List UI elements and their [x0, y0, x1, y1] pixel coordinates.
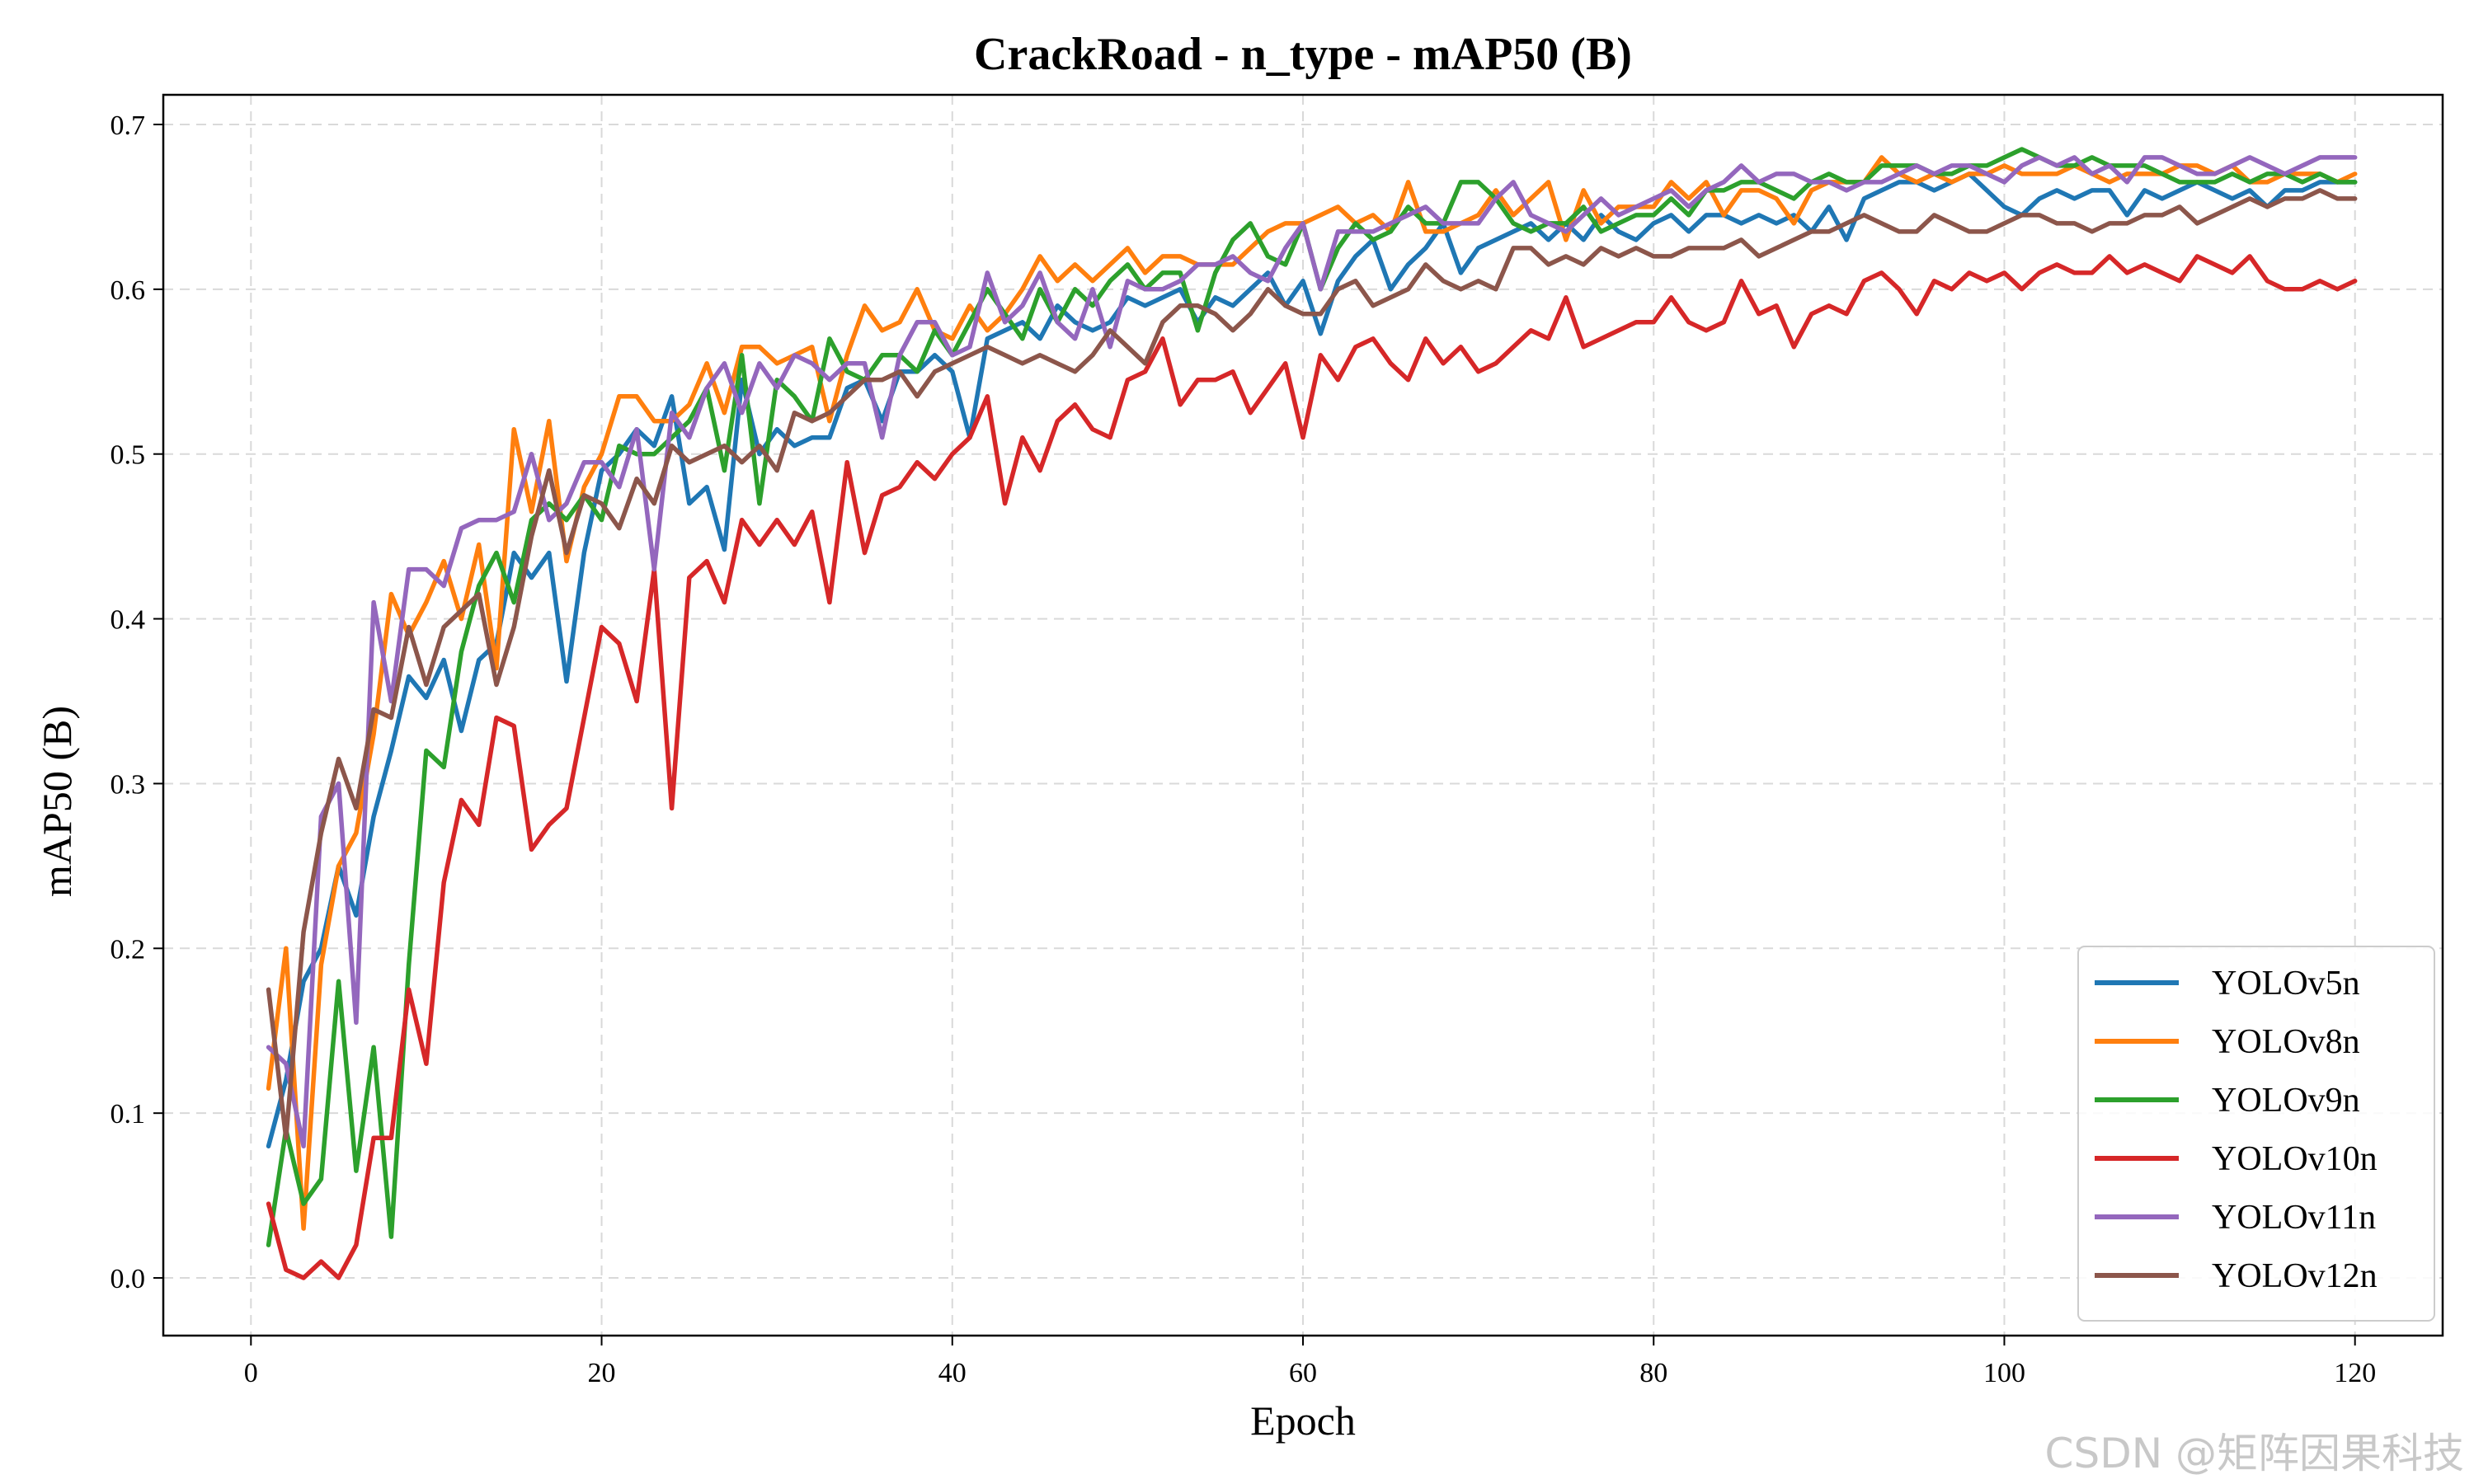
legend-label: YOLOv11n: [2212, 1199, 2376, 1237]
y-tick-label: 0.5: [111, 440, 146, 471]
x-tick-label: 120: [2334, 1358, 2376, 1388]
x-tick-label: 20: [588, 1358, 616, 1388]
legend-label: YOLOv10n: [2212, 1140, 2378, 1178]
x-tick-label: 100: [1983, 1358, 2025, 1388]
x-axis-ticks: 0 20 40 60 80 100 120: [244, 1336, 2376, 1388]
x-tick-label: 60: [1289, 1358, 1317, 1388]
series-line-yolov11n: [266, 155, 2358, 1148]
legend-label: YOLOv9n: [2212, 1082, 2360, 1120]
y-tick-label: 0.0: [111, 1264, 146, 1294]
y-axis-label: mAP50 (B): [34, 706, 80, 897]
legend-label: YOLOv5n: [2212, 965, 2360, 1003]
y-tick-label: 0.1: [111, 1099, 146, 1129]
legend-label: YOLOv8n: [2212, 1023, 2360, 1061]
y-tick-label: 0.3: [111, 769, 146, 800]
plot-lines: [266, 147, 2358, 1280]
legend: YOLOv5n YOLOv8n YOLOv9n YOLOv10n YOLOv11n YOL…: [2077, 946, 2435, 1322]
series-line-yolov12n: [266, 188, 2358, 1140]
x-tick-label: 80: [1639, 1358, 1667, 1388]
x-tick-label: 40: [938, 1358, 967, 1388]
legend-label: YOLOv12n: [2212, 1257, 2378, 1295]
y-axis-ticks: 0.0 0.1 0.2 0.3 0.4 0.5 0.6 0.7: [111, 110, 163, 1294]
watermark: CSDN @矩阵因果科技: [2045, 1430, 2464, 1477]
grid: [163, 95, 2443, 1336]
chart-title: CrackRoad - n_type - mAP50 (B): [974, 29, 1632, 80]
y-tick-label: 0.7: [111, 110, 146, 141]
x-tick-label: 0: [244, 1358, 258, 1388]
y-tick-label: 0.2: [111, 934, 146, 965]
x-axis-label: Epoch: [1250, 1397, 1356, 1444]
series-line-yolov8n: [266, 155, 2358, 1231]
y-tick-label: 0.4: [111, 605, 146, 636]
series-line-yolov10n: [266, 254, 2358, 1280]
y-tick-label: 0.6: [111, 275, 146, 306]
